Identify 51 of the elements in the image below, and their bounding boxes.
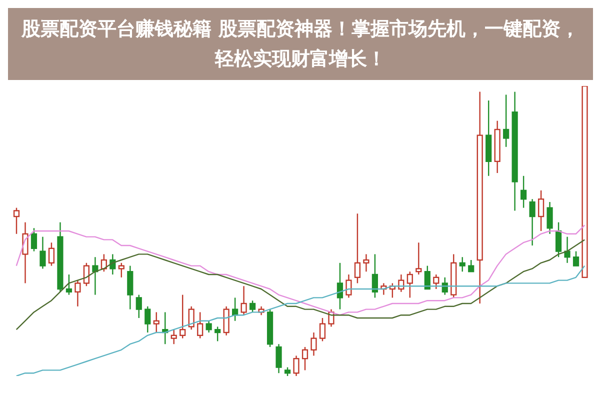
candlestick [406, 271, 413, 298]
candlestick [424, 265, 430, 290]
candlestick [249, 300, 256, 313]
candlestick [363, 254, 370, 272]
candlestick [83, 262, 90, 287]
candlestick [354, 213, 361, 284]
candlestick [459, 256, 466, 272]
candlestick [564, 236, 570, 264]
candlestick [153, 312, 160, 334]
candlestick [22, 222, 28, 284]
candlestick [529, 198, 536, 246]
candlestick [433, 274, 440, 290]
candlestick [442, 276, 448, 296]
candlestick [310, 332, 317, 356]
candlestick [30, 228, 38, 252]
candlestick [232, 297, 238, 322]
candlestick [40, 236, 46, 270]
candlestick [144, 306, 151, 334]
candlestick [546, 201, 553, 234]
candlestick [302, 346, 308, 371]
candlestick [336, 262, 344, 310]
candlestick [214, 326, 221, 342]
candlestick [13, 207, 20, 234]
candlestick [48, 242, 55, 266]
candlestick [555, 222, 562, 258]
candlestick [572, 250, 580, 266]
candlestick [468, 259, 474, 272]
candlestick [416, 242, 422, 276]
candlestick [197, 312, 204, 339]
candlestick [170, 329, 177, 345]
candlestick [293, 355, 300, 376]
candlestick [223, 306, 230, 336]
candlestick [206, 320, 212, 334]
candlestick [136, 294, 142, 319]
candlestick [398, 274, 404, 292]
chart-title: 股票配资平台赚钱秘籍 股票配资神器！掌握市场先机，一键配资，轻松实现财富增长！ [8, 8, 593, 80]
candlestick [180, 294, 186, 339]
candlestick [66, 274, 72, 296]
candlestick [276, 344, 282, 374]
candlestick [240, 286, 247, 316]
candlestick [503, 94, 510, 148]
candlestick [538, 190, 544, 232]
candlestick [127, 265, 134, 310]
candlestick [118, 262, 124, 278]
candlestick [188, 306, 194, 330]
candlestick [74, 280, 81, 307]
candlestick [372, 254, 378, 298]
candlestick [520, 175, 527, 208]
candlestick [346, 274, 352, 298]
candlestick [319, 317, 326, 342]
candlestick [92, 256, 98, 296]
